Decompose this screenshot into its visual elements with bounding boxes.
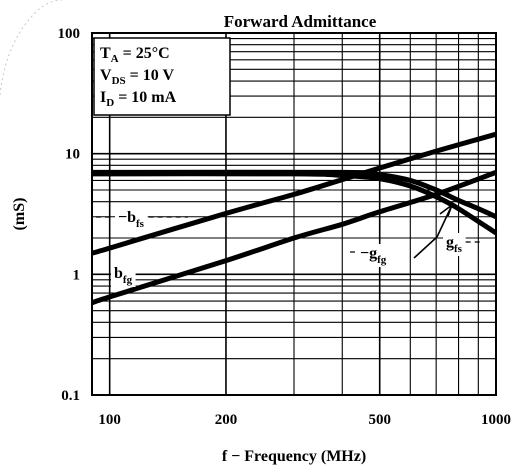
- label-gfs: gfs: [446, 234, 463, 255]
- label-bfg: bfg: [114, 265, 133, 286]
- series-labels: −bfs bfg −gfg gfs: [96, 202, 480, 287]
- y-tick-label: 1: [73, 267, 81, 283]
- series-lines: [91, 131, 498, 306]
- condition-line: TA = 25°C: [100, 45, 170, 65]
- x-tick-label: 100: [98, 412, 121, 428]
- label-gfs-bg: [443, 233, 466, 256]
- tick-labels: 100 200 500 1000 0.1 1 10 100: [58, 26, 512, 428]
- gfs-pointer-arrow: [413, 202, 454, 259]
- x-tick-label: 1000: [481, 412, 511, 428]
- y-tick-label: 10: [65, 147, 80, 163]
- series-line-gfs: [91, 169, 498, 220]
- condition-line: VDS = 10 V: [100, 67, 174, 87]
- label-bfg-bg: [111, 264, 136, 287]
- x-tick-label: 200: [215, 412, 238, 428]
- series-line-minus-bfs: [91, 131, 497, 256]
- label-minus-bfs-bg: [115, 208, 148, 231]
- chart-title: Forward Admittance: [224, 12, 377, 31]
- y-axis-label: (mS): [11, 198, 28, 231]
- series-line-bfg: [91, 170, 497, 306]
- conditions-box-background: [93, 37, 231, 116]
- label-minus-gfg: −gfg: [360, 245, 387, 266]
- x-axis-label: f − Frequency (MHz): [222, 448, 366, 465]
- condition-line: ID = 10 mA: [100, 89, 177, 109]
- y-tick-label: 100: [58, 26, 81, 42]
- x-tick-label: 500: [368, 412, 391, 428]
- plot-frame: [91, 32, 497, 396]
- label-minus-bfs: −bfs: [118, 209, 145, 230]
- label-minus-gfg-bg: [357, 244, 390, 267]
- scan-guide-arc: [0, 0, 63, 96]
- y-tick-label: 0.1: [61, 388, 80, 404]
